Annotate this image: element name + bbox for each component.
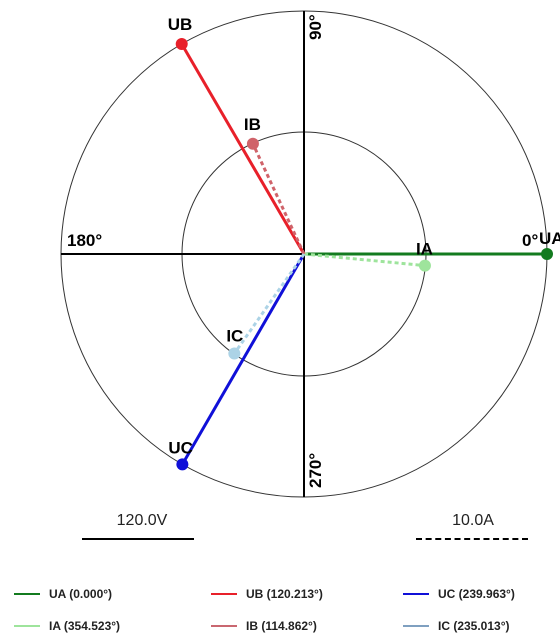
legend-swatch-ub xyxy=(211,593,237,595)
current-scale-label: 10.0A xyxy=(452,512,494,529)
axis-label-270: 270° xyxy=(306,453,325,488)
vector-ic-label: IC xyxy=(226,327,243,346)
axis-label-180: 180° xyxy=(67,231,102,250)
vector-ia-line xyxy=(303,252,426,268)
vector-uc-tip xyxy=(176,458,189,471)
legend-item-ib: IB (114.862°) xyxy=(211,619,317,633)
vector-ub-line xyxy=(180,43,306,255)
phasor-diagram: 0° 180° 90° 270° UA UB UC IA IB IC xyxy=(60,10,560,498)
vector-ub-label: UB xyxy=(168,15,193,34)
vector-uc-label: UC xyxy=(168,438,193,457)
legend-label-ua: UA (0.000°) xyxy=(49,587,113,601)
voltage-scale-bar xyxy=(82,538,194,540)
legend-label-ib: IB (114.862°) xyxy=(246,619,317,633)
legend-swatch-ua xyxy=(14,593,40,595)
vector-ib-label: IB xyxy=(244,115,261,134)
legend-item-ia: IA (354.523°) xyxy=(14,619,120,633)
legend-swatch-uc xyxy=(403,593,429,595)
legend-label-uc: UC (239.963°) xyxy=(438,587,515,601)
legend-item-ic: IC (235.013°) xyxy=(403,619,510,633)
vector-uc-line xyxy=(181,253,306,466)
axis-label-90: 90° xyxy=(306,14,325,40)
legend-swatch-ib xyxy=(211,625,237,627)
vector-ia-label: IA xyxy=(416,240,433,259)
vector-ic-line xyxy=(233,253,306,355)
vector-ua-label: UA xyxy=(539,229,560,248)
legend-item-uc: UC (239.963°) xyxy=(403,587,515,601)
legend-item-ua: UA (0.000°) xyxy=(14,587,112,601)
phasor-vectors: UA UB UC IA IB IC xyxy=(168,15,560,471)
legend-label-ia: IA (354.523°) xyxy=(49,619,121,633)
legend-swatch-ia xyxy=(14,625,40,627)
vector-ib-tip xyxy=(246,137,259,150)
vector-ub-tip xyxy=(175,38,188,51)
voltage-scale-label: 120.0V xyxy=(116,512,168,529)
legend-swatch-ic xyxy=(403,625,429,627)
current-scale-bar xyxy=(416,538,528,540)
vector-ic-tip xyxy=(228,347,241,360)
vector-ia-tip xyxy=(418,259,431,272)
axis-label-0: 0° xyxy=(522,231,538,250)
legend-label-ub: UB (120.213°) xyxy=(246,587,323,601)
vector-ib-line xyxy=(251,143,306,255)
vector-ua-tip xyxy=(541,248,553,260)
legend-item-ub: UB (120.213°) xyxy=(211,587,323,601)
legend-label-ic: IC (235.013°) xyxy=(438,619,510,633)
